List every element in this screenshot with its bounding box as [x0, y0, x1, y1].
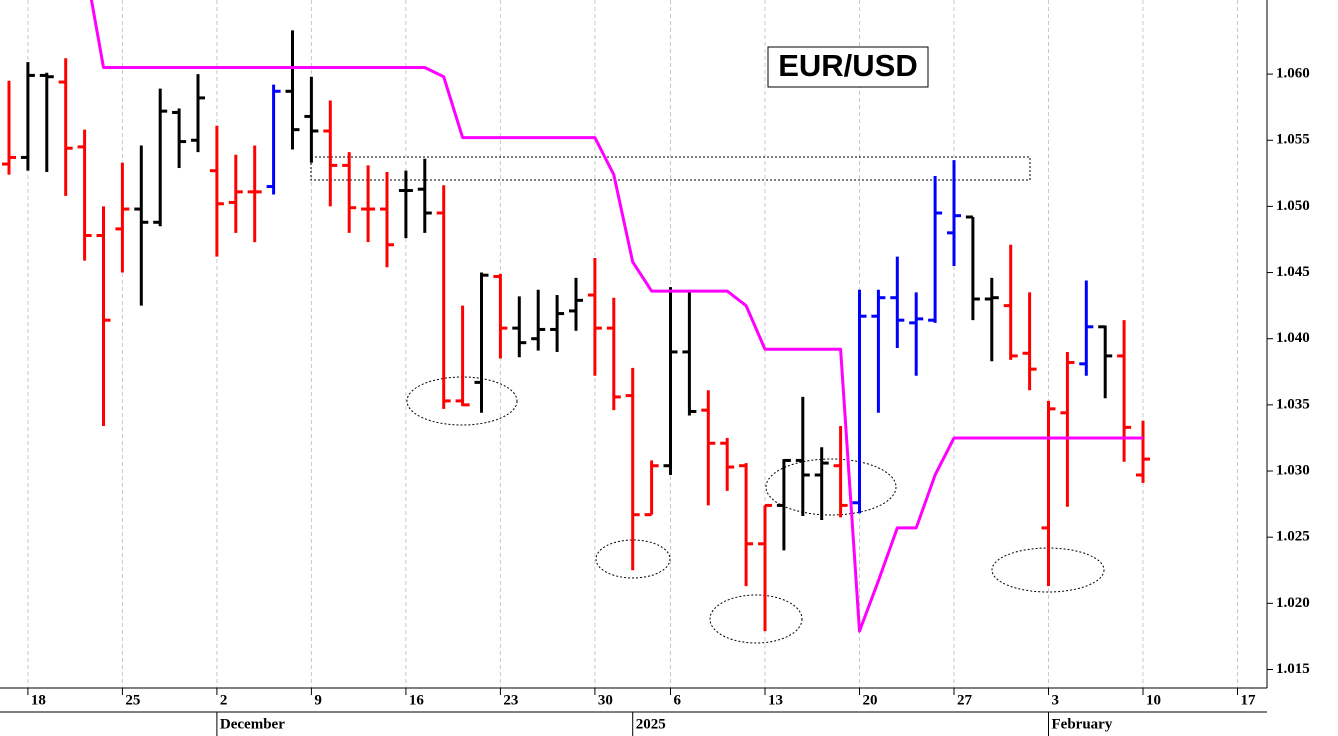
y-tick-label: 1.040: [1276, 330, 1310, 346]
month-label: 2025: [636, 716, 666, 732]
month-label: December: [220, 716, 285, 732]
y-tick-label: 1.050: [1276, 198, 1310, 214]
y-tick-label: 1.060: [1276, 66, 1310, 82]
x-tick-label: 3: [1052, 692, 1060, 708]
y-tick-label: 1.025: [1276, 529, 1310, 545]
stop-line: [89, 0, 1143, 633]
ellipse: [709, 594, 803, 644]
x-tick-label: 2: [220, 692, 228, 708]
x-tick-label: 30: [598, 692, 613, 708]
resistance-zone: [310, 156, 1031, 181]
x-tick-label: 17: [1241, 692, 1257, 708]
y-tick-label: 1.035: [1276, 396, 1310, 412]
y-tick-label: 1.030: [1276, 462, 1310, 478]
x-tick-label: 9: [314, 692, 322, 708]
x-tick-label: 20: [863, 692, 878, 708]
chart-title: EUR/USD: [778, 48, 918, 83]
y-tick-label: 1.055: [1276, 132, 1310, 148]
ellipse: [765, 458, 897, 516]
y-tick-label: 1.045: [1276, 264, 1310, 280]
axes: 1.015 1.020 1.025 1.030 1.035 1.040 1.045 1.050…: [27, 66, 1310, 736]
y-tick-label: 1.020: [1276, 595, 1310, 611]
x-tick-label: 10: [1146, 692, 1161, 708]
x-tick-label: 25: [125, 692, 140, 708]
x-tick-label: 16: [409, 692, 425, 708]
x-tick-label: 13: [768, 692, 783, 708]
x-tick-label: 18: [31, 692, 46, 708]
ellipse: [595, 539, 671, 579]
x-tick-label: 23: [503, 692, 518, 708]
plot: [2, 0, 1150, 633]
x-tick-label: 6: [674, 692, 682, 708]
title-box: [767, 46, 929, 88]
y-tick-label: 1.015: [1276, 661, 1310, 677]
x-tick-label: 27: [957, 692, 973, 708]
month-label: February: [1052, 716, 1113, 732]
